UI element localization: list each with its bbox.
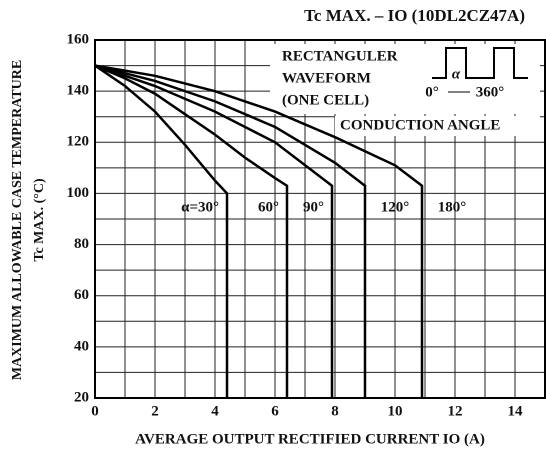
x-tick-label: 14 [508, 403, 524, 419]
annotation: α [452, 66, 461, 82]
y-tick-label: 100 [67, 185, 90, 201]
annotation-bg [335, 116, 540, 136]
y-tick-label: 140 [67, 83, 90, 99]
series-label: 60° [258, 199, 279, 215]
y-tick-label: 20 [74, 389, 89, 405]
x-axis-label: AVERAGE OUTPUT RECTIFIED CURRENT IO (A) [135, 431, 485, 447]
y-tick-label: 60 [74, 287, 89, 303]
series-line [94, 64, 289, 398]
series-line [94, 64, 334, 398]
y-axis-label: Tc MAX. (°C) [32, 178, 47, 262]
series-label: 180° [438, 199, 467, 215]
series-line [94, 64, 229, 398]
annotation: 0° [425, 84, 439, 100]
plot-frame [94, 39, 546, 399]
x-tick-label: 6 [271, 403, 279, 419]
annotation: (ONE CELL) [282, 92, 369, 108]
x-tick-label: 0 [91, 403, 99, 419]
y-axis-label: MAXIMUM ALLOWABLE CASE TEMPERATURE [10, 60, 25, 380]
y-tick-label: 120 [67, 134, 90, 150]
series-label: 90° [303, 199, 324, 215]
waveform-icon [432, 47, 528, 79]
chart-title: Tc MAX. – IO (10DL2CZ47A) [304, 6, 525, 25]
x-tick-label: 10 [388, 403, 403, 419]
annotation: CONDUCTION ANGLE [340, 117, 500, 133]
annotation: WAVEFORM [282, 70, 371, 86]
series-line [94, 64, 424, 398]
series-label: α=30° [181, 199, 219, 215]
annotation: 360° [476, 84, 505, 100]
x-tick-label: 2 [151, 403, 159, 419]
y-tick-label: 80 [74, 236, 89, 252]
series-label: 120° [381, 199, 410, 215]
y-tick-label: 160 [67, 31, 90, 47]
x-tick-label: 4 [211, 403, 219, 419]
series-line [94, 64, 367, 398]
x-tick-label: 8 [331, 403, 339, 419]
annotation: RECTANGULER [282, 48, 398, 64]
x-tick-label: 12 [448, 403, 463, 419]
y-tick-label: 40 [74, 338, 89, 354]
